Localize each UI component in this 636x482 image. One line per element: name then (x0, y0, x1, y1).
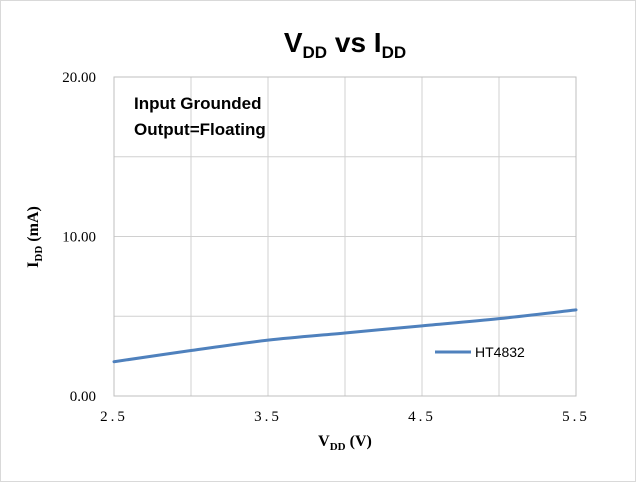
legend: HT4832 (435, 344, 525, 360)
legend-label: HT4832 (475, 344, 525, 360)
title-main-subscript: DD (303, 43, 328, 62)
series-line-0 (112, 308, 578, 364)
chart-title: VDD vs IDD (284, 27, 406, 62)
y-axis-title-main: I (25, 262, 42, 268)
x-tick-labels: 2.5 3.5 4.5 5.5 (100, 409, 590, 425)
y-tick-label: 20.00 (62, 70, 96, 86)
x-axis-title-subscript: DD (330, 441, 346, 453)
y-tick-labels: 0.00 10.00 20.00 (62, 70, 96, 405)
y-tick-label: 0.00 (70, 389, 96, 405)
x-axis-title: VDD (V) (318, 433, 372, 453)
title-mid: vs I (327, 27, 381, 58)
y-axis-title: IDD (mA) (25, 206, 45, 268)
x-tick-label: 3.5 (254, 409, 282, 425)
x-tick-label: 4.5 (408, 409, 436, 425)
annotation-line-1: Input Grounded (134, 94, 261, 113)
x-tick-label: 5.5 (562, 409, 590, 425)
title-main: V (284, 27, 303, 58)
annotation-line-2: Output=Floating (134, 120, 266, 139)
x-axis-title-unit: (V) (346, 433, 372, 450)
y-axis-title-subscript: DD (33, 246, 45, 262)
plot-area (113, 76, 577, 397)
y-axis-title-unit: (mA) (25, 206, 42, 246)
x-axis-title-main: V (318, 433, 330, 450)
title-mid-subscript: DD (382, 43, 407, 62)
y-tick-label: 10.00 (62, 230, 96, 246)
series-group (112, 308, 578, 364)
x-tick-label: 2.5 (100, 409, 128, 425)
